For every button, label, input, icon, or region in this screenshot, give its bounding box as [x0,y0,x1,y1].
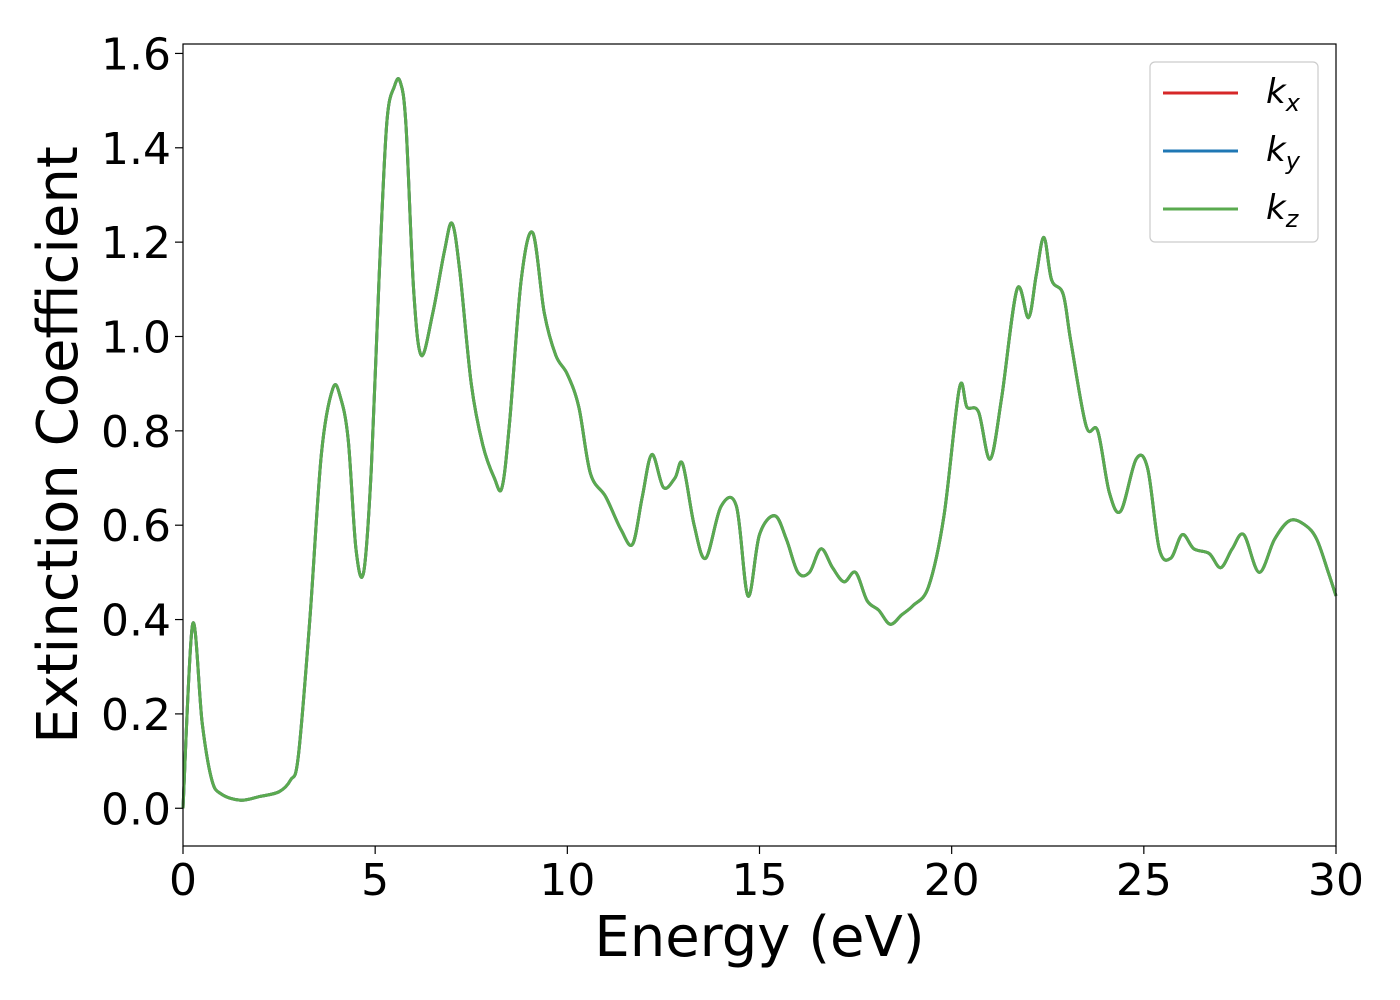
legend-label-ky: ky [1266,130,1301,175]
y-tick-label: 1.6 [101,29,171,80]
x-axis-title: Energy (eV) [594,905,924,970]
x-tick-label: 25 [1116,855,1172,906]
y-tick-label: 0.2 [101,690,171,741]
y-tick-label: 0.6 [101,501,171,552]
x-axis: 0 5 10 15 20 25 30 [169,846,1364,906]
legend-items: kx ky kz [1163,72,1301,233]
legend: kx ky kz [1149,61,1319,243]
y-tick-label: 1.0 [101,312,171,363]
y-tick-label: 0.0 [101,784,171,835]
y-tick-label: 1.4 [101,124,171,175]
x-tick-label: 10 [539,855,595,906]
legend-label-kz: kz [1266,188,1300,233]
legend-label-kx: kx [1266,72,1301,117]
y-axis-title: Extinction Coefficient [26,146,91,744]
x-tick-label: 0 [169,855,197,906]
y-tick-label: 0.8 [101,407,171,458]
y-axis: 0.0 0.2 0.4 0.6 0.8 1.0 1.2 1.4 1.6 [101,29,183,835]
y-tick-label: 0.4 [101,596,171,647]
series-line-kz [181,77,1338,809]
series-layer [181,77,1338,809]
x-tick-label: 30 [1308,855,1364,906]
x-tick-label: 5 [361,855,389,906]
x-tick-label: 15 [732,855,788,906]
x-tick-label: 20 [924,855,980,906]
y-tick-label: 1.2 [101,218,171,269]
